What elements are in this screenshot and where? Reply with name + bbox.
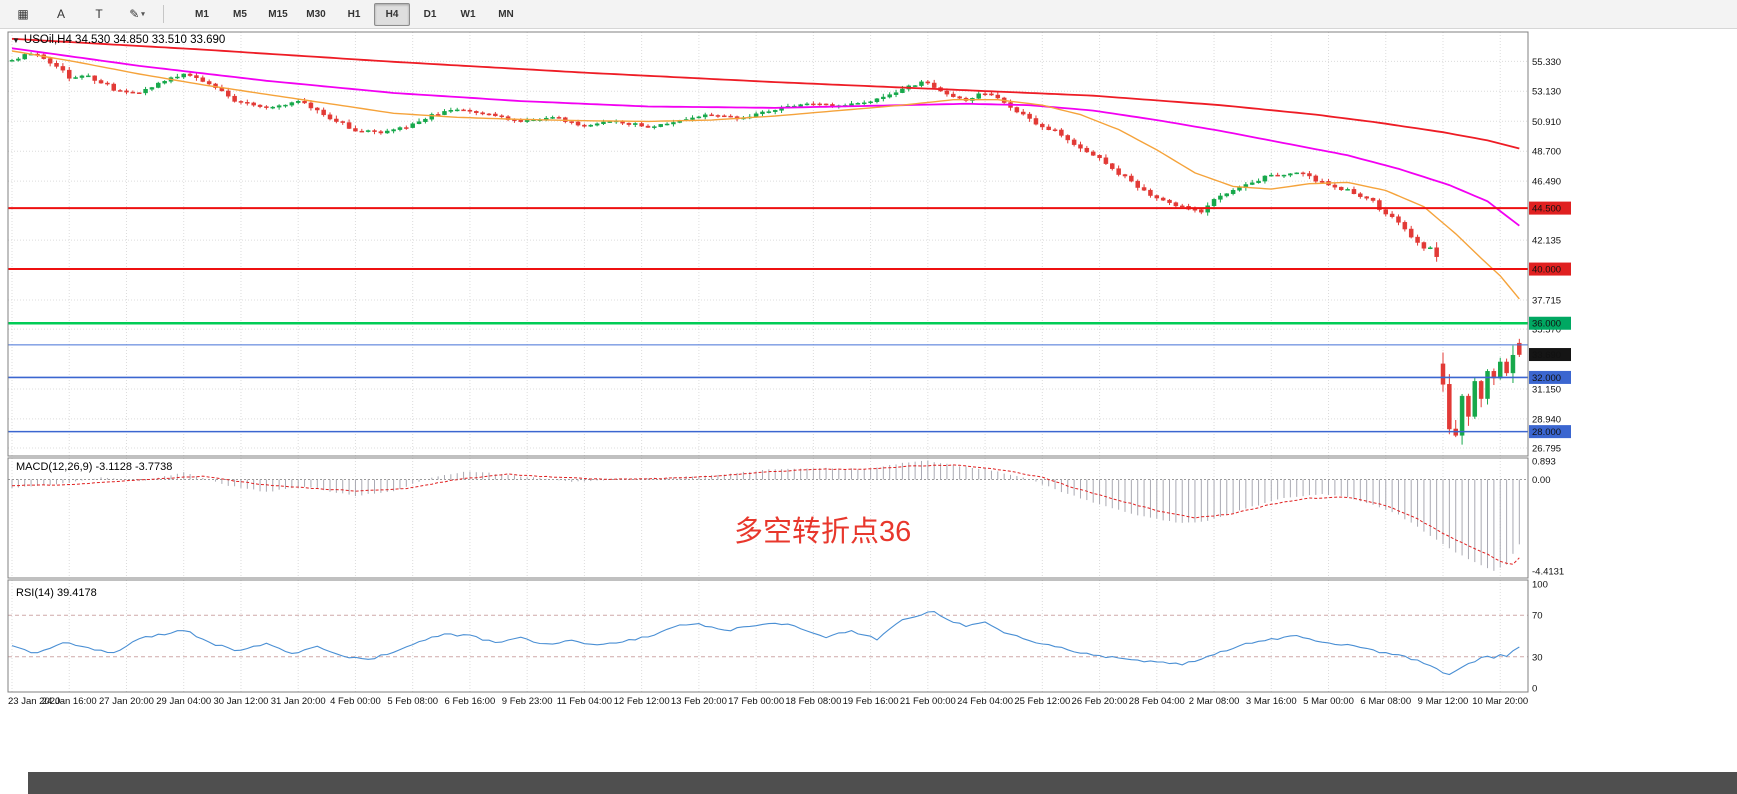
svg-text:24 Feb 04:00: 24 Feb 04:00 bbox=[957, 696, 1013, 707]
svg-text:18 Feb 08:00: 18 Feb 08:00 bbox=[785, 696, 841, 707]
timeframe-M15[interactable]: M15 bbox=[268, 8, 288, 20]
svg-text:13 Feb 20:00: 13 Feb 20:00 bbox=[671, 696, 727, 707]
toolbar-tools: ▦ A T ✎ ▾ bbox=[4, 3, 156, 26]
svg-text:25 Feb 12:00: 25 Feb 12:00 bbox=[1014, 696, 1070, 707]
pane-frames bbox=[7, 31, 1529, 693]
svg-text:17 Feb 00:00: 17 Feb 00:00 bbox=[728, 696, 784, 707]
timeframe-H1[interactable]: H1 bbox=[347, 8, 361, 20]
timeframe-D1[interactable]: D1 bbox=[423, 8, 437, 20]
svg-text:36.000: 36.000 bbox=[1532, 319, 1561, 330]
macd-label: MACD(12,26,9) -3.1128 -3.7738 bbox=[16, 461, 173, 473]
svg-text:-4.4131: -4.4131 bbox=[1532, 566, 1564, 577]
svg-text:44.500: 44.500 bbox=[1532, 204, 1561, 215]
timeframe-W1[interactable]: W1 bbox=[460, 8, 476, 20]
svg-text:40.000: 40.000 bbox=[1532, 265, 1561, 276]
svg-text:42.135: 42.135 bbox=[1532, 236, 1561, 247]
svg-text:50.910: 50.910 bbox=[1532, 117, 1561, 128]
svg-text:10 Mar 20:00: 10 Mar 20:00 bbox=[1472, 696, 1528, 707]
status-bar bbox=[28, 772, 1737, 794]
svg-text:30 Jan 12:00: 30 Jan 12:00 bbox=[213, 696, 268, 707]
chart-title: ▼ USOil,H4 34.530 34.850 33.510 33.690 bbox=[12, 34, 225, 46]
svg-text:31.150: 31.150 bbox=[1532, 384, 1561, 395]
svg-text:70: 70 bbox=[1532, 611, 1543, 622]
text-tool-button[interactable]: T bbox=[95, 7, 103, 21]
timeframe-M5[interactable]: M5 bbox=[233, 8, 247, 20]
svg-text:21 Feb 00:00: 21 Feb 00:00 bbox=[900, 696, 956, 707]
toolbar-separator bbox=[163, 5, 164, 23]
svg-text:11 Feb 04:00: 11 Feb 04:00 bbox=[557, 696, 612, 707]
svg-text:4 Feb 00:00: 4 Feb 00:00 bbox=[330, 696, 381, 707]
timeframe-buttons: M1 M5 M15 M30 H1 H4 D1 W1 MN bbox=[183, 2, 525, 26]
price-badge-36.000: 36.000 bbox=[1529, 316, 1571, 330]
svg-text:24 Jan 16:00: 24 Jan 16:00 bbox=[42, 696, 97, 707]
svg-text:27 Jan 20:00: 27 Jan 20:00 bbox=[99, 696, 154, 707]
candlestick-layer bbox=[9, 52, 1522, 445]
svg-text:30: 30 bbox=[1532, 652, 1543, 663]
price-badge-40.000: 40.000 bbox=[1529, 262, 1571, 276]
rsi-label: RSI(14) 39.4178 bbox=[16, 587, 97, 599]
svg-text:5 Feb 08:00: 5 Feb 08:00 bbox=[387, 696, 438, 707]
hline-layer[interactable] bbox=[8, 207, 1528, 433]
svg-text:9 Mar 12:00: 9 Mar 12:00 bbox=[1418, 696, 1469, 707]
svg-text:0: 0 bbox=[1532, 684, 1537, 695]
svg-text:3 Mar 16:00: 3 Mar 16:00 bbox=[1246, 696, 1297, 707]
fast-ma-orange bbox=[11, 50, 1520, 300]
svg-text:48.700: 48.700 bbox=[1532, 147, 1561, 158]
price-badge-44.500: 44.500 bbox=[1529, 201, 1571, 215]
svg-text:32.000: 32.000 bbox=[1532, 373, 1561, 384]
slow-ma-red bbox=[11, 37, 1520, 150]
svg-text:26.795: 26.795 bbox=[1532, 443, 1561, 454]
svg-text:29 Jan 04:00: 29 Jan 04:00 bbox=[156, 696, 211, 707]
chart-area[interactable]: 55.330 53.130 50.910 48.700 46.490 42.135 37.7… bbox=[6, 30, 1572, 714]
svg-text:28.000: 28.000 bbox=[1532, 427, 1561, 438]
svg-text:33.690: 33.690 bbox=[1532, 350, 1561, 361]
svg-text:0.00: 0.00 bbox=[1532, 475, 1551, 486]
chart-grid-icon-button[interactable]: ▦ bbox=[17, 7, 29, 21]
price-badge-28.000: 28.000 bbox=[1529, 425, 1571, 439]
svg-text:0.893: 0.893 bbox=[1532, 456, 1556, 467]
font-tool-button[interactable]: A bbox=[56, 7, 65, 21]
svg-text:100: 100 bbox=[1532, 580, 1548, 591]
timeframe-MN[interactable]: MN bbox=[498, 8, 514, 20]
timeframe-M1[interactable]: M1 bbox=[195, 8, 209, 20]
timeframe-H4[interactable]: H4 bbox=[374, 2, 410, 26]
svg-text:28 Feb 04:00: 28 Feb 04:00 bbox=[1129, 696, 1185, 707]
grid-layer bbox=[8, 32, 1528, 692]
toolbar: ▦ A T ✎ ▾ M1 M5 M15 M30 H1 H4 D1 W1 MN bbox=[0, 0, 1737, 29]
current-price-badge: 33.690 bbox=[1529, 348, 1571, 362]
svg-text:12 Feb 12:00: 12 Feb 12:00 bbox=[614, 696, 670, 707]
mid-ma-magenta bbox=[11, 47, 1520, 227]
macd-annotation-text: 多空转折点36 bbox=[734, 516, 912, 548]
svg-text:19 Feb 16:00: 19 Feb 16:00 bbox=[843, 696, 899, 707]
svg-text:6 Feb 16:00: 6 Feb 16:00 bbox=[445, 696, 496, 707]
svg-text:35.570: 35.570 bbox=[1532, 325, 1561, 336]
price-scale: 55.330 53.130 50.910 48.700 46.490 42.135 37.7… bbox=[1532, 57, 1564, 695]
moving-averages-layer bbox=[11, 37, 1520, 300]
svg-text:2 Mar 08:00: 2 Mar 08:00 bbox=[1189, 696, 1240, 707]
svg-text:28.940: 28.940 bbox=[1532, 414, 1561, 425]
svg-text:55.330: 55.330 bbox=[1532, 57, 1561, 68]
price-badge-32.000: 32.000 bbox=[1529, 370, 1571, 384]
svg-text:6 Mar 08:00: 6 Mar 08:00 bbox=[1360, 696, 1411, 707]
chart-canvas[interactable]: 55.330 53.130 50.910 48.700 46.490 42.135 37.7… bbox=[6, 30, 1572, 714]
svg-text:5 Mar 00:00: 5 Mar 00:00 bbox=[1303, 696, 1354, 707]
svg-text:37.715: 37.715 bbox=[1532, 296, 1561, 307]
svg-text:46.490: 46.490 bbox=[1532, 177, 1561, 188]
svg-text:9 Feb 23:00: 9 Feb 23:00 bbox=[502, 696, 553, 707]
collapse-triangle-icon[interactable]: ▼ bbox=[12, 35, 20, 45]
svg-text:31 Jan 20:00: 31 Jan 20:00 bbox=[271, 696, 326, 707]
svg-text:23 Jan 2020: 23 Jan 2020 bbox=[8, 696, 60, 707]
rsi-line bbox=[11, 611, 1520, 676]
draw-color-tool-button[interactable]: ✎ ▾ bbox=[129, 7, 145, 21]
rsi-layer bbox=[8, 611, 1528, 676]
chart-title-text: USOil,H4 34.530 34.850 33.510 33.690 bbox=[23, 34, 226, 46]
timeframe-M30[interactable]: M30 bbox=[306, 8, 326, 20]
svg-text:53.130: 53.130 bbox=[1532, 87, 1561, 98]
svg-text:26 Feb 20:00: 26 Feb 20:00 bbox=[1072, 696, 1128, 707]
macd-signal-line bbox=[11, 464, 1520, 565]
